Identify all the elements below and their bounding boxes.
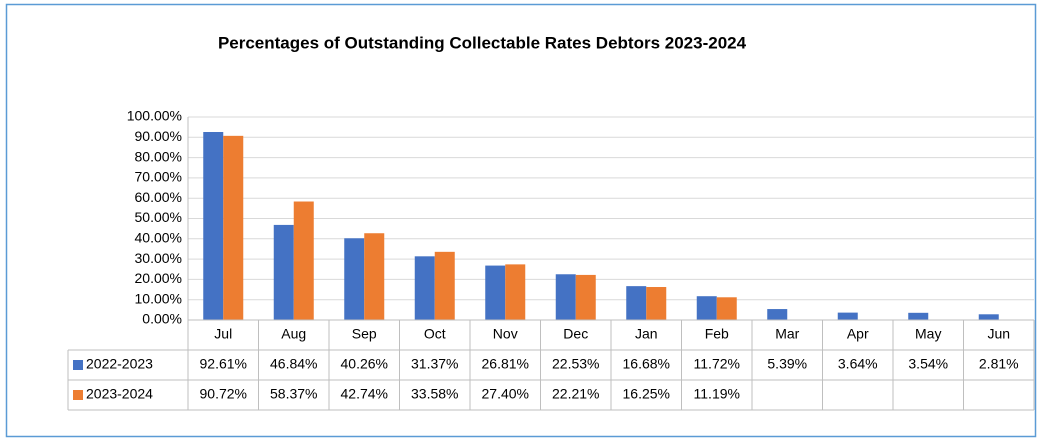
x-tick-label: Mar <box>775 326 799 342</box>
data-label: 22.53% <box>552 356 599 372</box>
data-label: 22.21% <box>552 386 599 402</box>
data-label: 33.58% <box>411 386 458 402</box>
chart-frame <box>5 3 1037 438</box>
data-label: 31.37% <box>411 356 458 372</box>
bar <box>978 314 999 320</box>
x-tick-label: May <box>915 326 941 342</box>
data-label: 3.54% <box>908 356 948 372</box>
y-tick-label: 60.00% <box>135 189 182 205</box>
x-tick-label: Feb <box>705 326 729 342</box>
bar <box>505 264 526 320</box>
bar <box>837 312 858 320</box>
y-tick-label: 10.00% <box>135 290 182 306</box>
legend-swatch <box>73 360 83 370</box>
data-label: 2.81% <box>979 356 1019 372</box>
bar <box>223 135 244 320</box>
y-tick-label: 30.00% <box>135 250 182 266</box>
bar <box>434 251 455 320</box>
x-tick-label: Jan <box>635 326 658 342</box>
bar <box>716 297 737 320</box>
bar <box>575 274 596 320</box>
data-label: 11.19% <box>694 386 740 402</box>
bar <box>344 238 365 320</box>
y-tick-label: 80.00% <box>135 148 182 164</box>
x-tick-label: Oct <box>424 326 446 342</box>
legend-label: 2022-2023 <box>86 356 153 372</box>
bar <box>293 201 314 320</box>
x-tick-label: Aug <box>281 326 306 342</box>
x-tick-label: Apr <box>847 326 869 342</box>
data-label: 58.37% <box>270 386 317 402</box>
x-tick-label: Jul <box>214 326 232 342</box>
y-tick-label: 40.00% <box>135 230 182 246</box>
bar <box>626 286 647 320</box>
data-label: 5.39% <box>767 356 807 372</box>
data-label: 26.81% <box>482 356 529 372</box>
legend-label: 2023-2024 <box>86 386 153 402</box>
y-tick-label: 50.00% <box>135 209 182 225</box>
x-tick-label: Sep <box>352 326 377 342</box>
bar <box>203 132 224 320</box>
data-label: 92.61% <box>200 356 247 372</box>
bar <box>273 224 294 320</box>
legend-swatch <box>73 390 83 400</box>
y-tick-label: 90.00% <box>135 128 182 144</box>
x-tick-label: Nov <box>493 326 518 342</box>
data-label: 3.64% <box>838 356 878 372</box>
bar <box>908 312 929 320</box>
bar <box>485 265 506 320</box>
data-label: 11.72% <box>694 356 740 372</box>
data-label: 42.74% <box>341 386 388 402</box>
bar <box>696 296 717 320</box>
data-label: 16.68% <box>623 356 670 372</box>
bar <box>767 309 788 320</box>
y-tick-label: 20.00% <box>135 270 182 286</box>
bar <box>555 274 576 320</box>
y-tick-label: 100.00% <box>127 108 182 124</box>
bar <box>646 287 667 320</box>
y-tick-label: 70.00% <box>135 169 182 185</box>
data-label: 46.84% <box>270 356 317 372</box>
data-label: 40.26% <box>341 356 388 372</box>
data-label: 90.72% <box>200 386 247 402</box>
bar <box>364 233 385 320</box>
data-label: 16.25% <box>623 386 670 402</box>
data-label: 27.40% <box>482 386 529 402</box>
x-tick-label: Dec <box>563 326 588 342</box>
x-tick-label: Jun <box>987 326 1010 342</box>
chart-title: Percentages of Outstanding Collectable R… <box>218 33 747 52</box>
y-tick-label: 0.00% <box>142 311 182 327</box>
bar <box>414 256 435 320</box>
